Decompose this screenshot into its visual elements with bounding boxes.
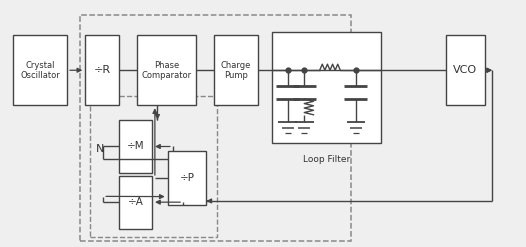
Bar (272, 32, 380, 143)
Bar (80, 15, 351, 241)
Bar (85, 35, 119, 105)
Text: Crystal
Oscillator: Crystal Oscillator (20, 61, 60, 80)
Text: Charge
Pump: Charge Pump (221, 61, 251, 80)
Text: ÷A: ÷A (127, 197, 144, 207)
Bar (13, 35, 67, 105)
Text: ÷M: ÷M (127, 142, 144, 151)
Bar (119, 120, 152, 173)
Text: VCO: VCO (453, 65, 478, 75)
Text: ÷P: ÷P (179, 173, 195, 183)
Bar (168, 151, 206, 205)
Text: Loop Filter: Loop Filter (303, 155, 350, 164)
Text: Phase
Comparator: Phase Comparator (141, 61, 191, 80)
Bar (446, 35, 484, 105)
Bar (90, 96, 217, 237)
Bar (119, 176, 152, 229)
Text: ÷R: ÷R (93, 65, 110, 75)
Text: N: N (96, 144, 104, 154)
Bar (214, 35, 258, 105)
Bar (137, 35, 196, 105)
